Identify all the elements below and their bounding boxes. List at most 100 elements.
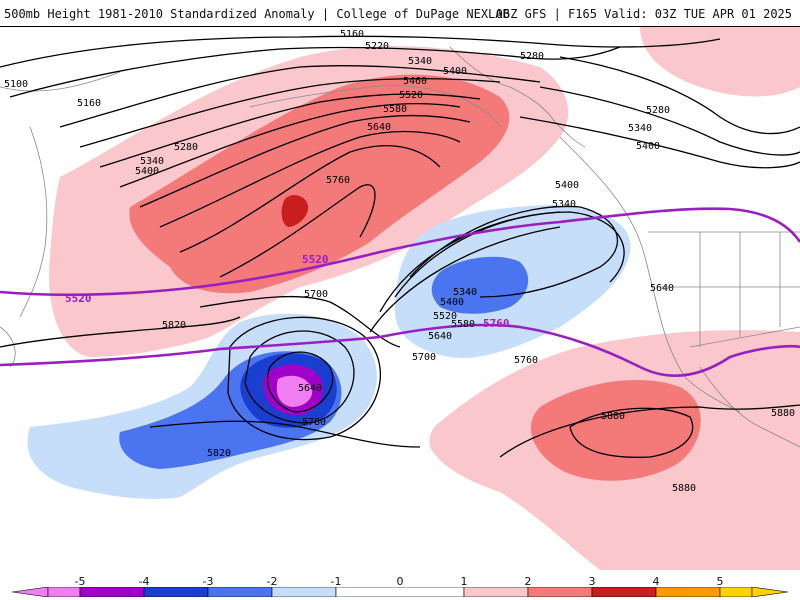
colorbar-cell <box>207 587 273 597</box>
climo-label-layer: 5520 5520 5760 <box>65 253 510 330</box>
neg2-region-eastern-trough <box>431 256 529 314</box>
contour-label: 5160 <box>340 29 364 40</box>
contour-label: 5400 <box>440 297 464 308</box>
contour-label-layer: 5160 5220 5280 5340 5400 5460 5520 5580 … <box>4 29 795 494</box>
contour-label: 5880 <box>771 408 795 419</box>
climo-label-5520-central: 5520 <box>302 253 329 266</box>
anomaly-map: 5160 5220 5280 5340 5400 5460 5520 5580 … <box>0 27 800 570</box>
contour-line-east-5340 <box>539 86 800 156</box>
colorbar-cell <box>335 587 465 597</box>
colorbar-ticks: -5 -4 -3 -2 -1 0 1 2 3 4 5 <box>0 575 800 588</box>
colorbar-tick-label: 4 <box>652 575 660 588</box>
us-mexico-border <box>689 326 800 348</box>
colorbar-cell <box>143 587 209 597</box>
neg5-region-cutoff-low <box>276 375 313 407</box>
contour-label: 5280 <box>174 142 198 153</box>
contour-line-cutoff-5700 <box>244 330 355 424</box>
climo-5520-line <box>0 207 800 297</box>
contour-label: 5340 <box>552 199 576 210</box>
contour-line-5880-subtropical <box>499 404 800 458</box>
contour-line-trough-5520 <box>379 211 561 313</box>
contour-line-east-5400 <box>519 116 800 169</box>
kamchatka-outline <box>19 126 48 318</box>
contour-line-trough-5340 <box>409 205 618 298</box>
contour-label: 5280 <box>646 105 670 116</box>
contour-line-east-5280 <box>559 56 800 135</box>
us-west-coast-outline <box>644 256 741 413</box>
contour-line-5520-north <box>139 114 471 208</box>
pos3-core-north-pacific <box>281 195 309 227</box>
contour-label: 5340 <box>408 56 432 67</box>
colorbar-tick-label: 1 <box>460 575 468 588</box>
contour-label: 5400 <box>555 180 579 191</box>
contour-label: 5340 <box>140 156 164 167</box>
colorbar-cell <box>527 587 593 597</box>
map-canvas: 5160 5220 5280 5340 5400 5460 5520 5580 … <box>0 27 800 570</box>
contour-label: 5880 <box>672 483 696 494</box>
pos2-region-north-pacific <box>129 74 510 294</box>
contour-label: 5760 <box>514 355 538 366</box>
contour-line-5160 <box>0 35 721 68</box>
aleutian-chain-outline <box>249 85 501 128</box>
contour-label: 5760 <box>326 175 350 186</box>
colorbar-arrow-high <box>751 587 789 597</box>
colorbar-cell <box>47 587 81 597</box>
contour-line-5820-west <box>0 316 241 348</box>
colorbar-cell <box>591 587 657 597</box>
russia-coast-outline <box>0 71 121 92</box>
colorbar-tick-label: -5 <box>74 575 86 588</box>
contour-line-5280-north <box>59 65 541 128</box>
contour-line-cutoff-5640 <box>266 351 334 413</box>
contour-label: 5400 <box>443 66 467 77</box>
contour-line-5640-north <box>179 145 441 253</box>
anomaly-colorbar: -5 -4 -3 -2 -1 0 1 2 3 4 5 <box>0 570 800 600</box>
contour-label: 5520 <box>399 90 423 101</box>
contour-line-5460 <box>119 103 461 188</box>
contour-label: 5780 <box>302 417 326 428</box>
contour-label: 5700 <box>412 352 436 363</box>
colorbar-tick-label: 2 <box>524 575 532 588</box>
contour-label: 5640 <box>298 383 322 394</box>
colorbar-tick-label: -2 <box>266 575 278 588</box>
contour-line-5580-north <box>159 130 461 228</box>
contour-line-5820-south <box>149 420 421 448</box>
colorbar-cell <box>719 587 753 597</box>
colorbar-arrow-low <box>11 587 49 597</box>
contour-label: 5820 <box>207 448 231 459</box>
contour-label: 5580 <box>451 319 475 330</box>
contour-label: 5280 <box>520 51 544 62</box>
contour-label: 5400 <box>135 166 159 177</box>
mexico-outline <box>699 366 800 448</box>
colorbar-cell <box>463 587 529 597</box>
contour-label: 5580 <box>383 104 407 115</box>
colorbar-tick-label: 3 <box>588 575 596 588</box>
colorbar-cell <box>271 587 337 597</box>
map-header: 500mb Height 1981-2010 Standardized Anom… <box>0 0 800 27</box>
contour-label: 5460 <box>403 76 427 87</box>
geographic-outlines <box>0 46 800 448</box>
contour-line-5760-north <box>219 184 376 278</box>
contour-line-5340-north <box>79 77 501 148</box>
state-lines <box>660 232 800 347</box>
contour-label: 5640 <box>650 283 674 294</box>
contour-line-cutoff-5760 <box>227 316 381 441</box>
contour-line-5400-north <box>99 93 481 168</box>
contour-line-trough-5400 <box>394 211 625 298</box>
colorbar-cell <box>79 587 145 597</box>
height-contours <box>0 35 800 458</box>
colorbar-tick-label: -4 <box>138 575 150 588</box>
contour-line-trough-5640 <box>369 226 561 333</box>
canada-coast-outline <box>559 136 646 258</box>
contour-label: 5820 <box>162 320 186 331</box>
colorbar-tick-label: -3 <box>202 575 214 588</box>
contour-label: 5220 <box>365 41 389 52</box>
model-valid-time: 06Z GFS | F165 Valid: 03Z TUE APR 01 202… <box>495 7 792 21</box>
contour-line-5220 <box>9 46 621 98</box>
alaska-coast-outline <box>449 46 586 148</box>
contour-label: 5640 <box>428 331 452 342</box>
contour-line-5880-closed <box>569 407 694 458</box>
colorbar-tick-label: 0 <box>396 575 404 588</box>
contour-label: 5340 <box>628 123 652 134</box>
contour-label: 5160 <box>77 98 101 109</box>
colorbar-strip <box>11 587 789 597</box>
